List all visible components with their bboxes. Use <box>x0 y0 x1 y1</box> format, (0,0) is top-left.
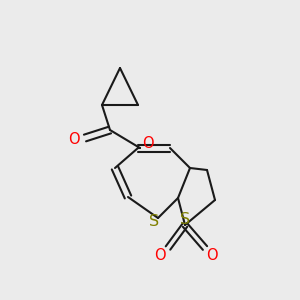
Text: S: S <box>180 212 190 227</box>
Text: O: O <box>68 133 80 148</box>
Text: O: O <box>142 136 154 151</box>
Text: S: S <box>149 214 159 230</box>
Text: O: O <box>206 248 218 263</box>
Text: O: O <box>154 248 166 263</box>
